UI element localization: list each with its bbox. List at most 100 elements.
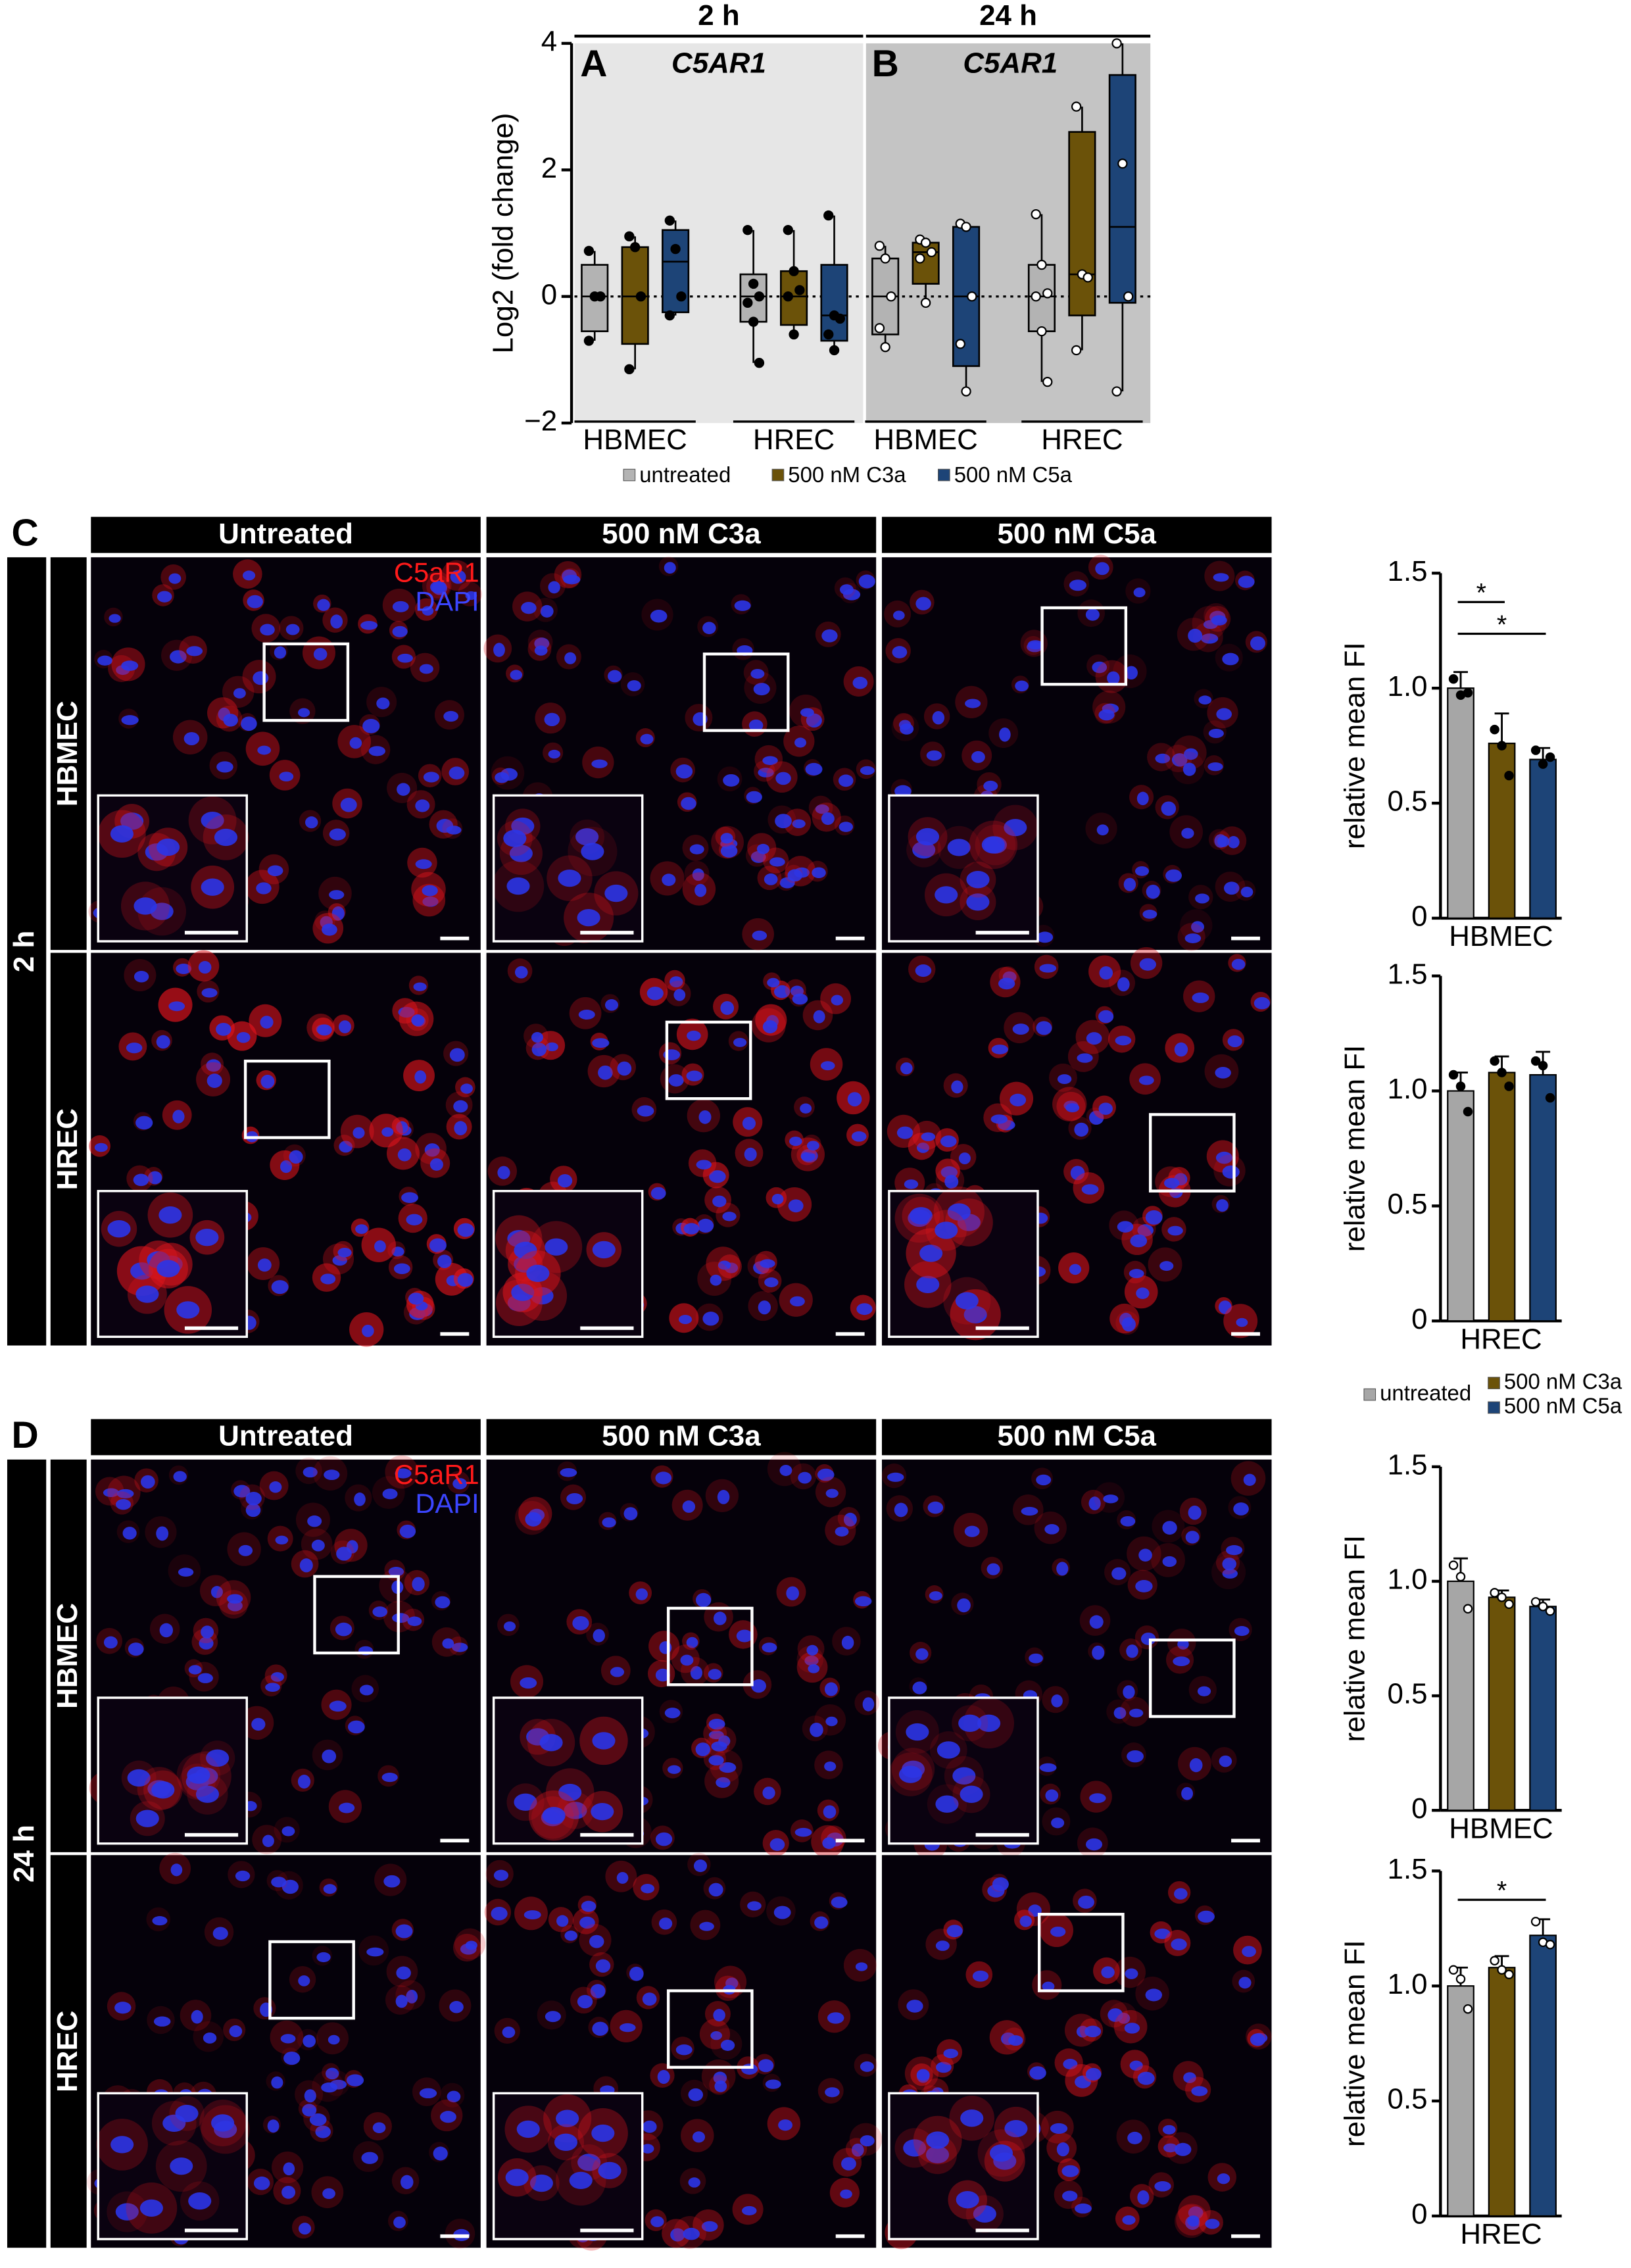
y-tick-label: 0 — [1411, 2198, 1427, 2231]
data-point — [880, 341, 890, 353]
nucleus — [711, 1741, 727, 1752]
y-tick-label: 0.5 — [1388, 1188, 1428, 1220]
data-point — [754, 358, 765, 368]
inset-nucleus — [952, 1767, 976, 1785]
bar — [1488, 1072, 1516, 1322]
nucleus — [1177, 1639, 1189, 1650]
nucleus — [1238, 576, 1255, 588]
nucleus — [122, 1527, 137, 1540]
nucleus — [779, 1465, 792, 1476]
nucleus — [887, 1472, 904, 1482]
inset-nucleus — [903, 2139, 927, 2157]
nucleus — [894, 1502, 908, 1517]
nucleus — [408, 1293, 424, 1305]
data-point — [1042, 376, 1053, 387]
nucleus — [821, 812, 835, 826]
nucleus — [1161, 801, 1177, 816]
data-point — [1504, 1081, 1514, 1091]
nucleus — [452, 1478, 468, 1490]
box — [1068, 131, 1096, 316]
nucleus — [449, 2001, 464, 2013]
nucleus — [733, 1037, 747, 1047]
nucleus — [1174, 2142, 1192, 2156]
nucleus — [1188, 628, 1203, 643]
roi-box — [665, 1020, 752, 1100]
nucleus — [1061, 2190, 1078, 2202]
y-axis-label: relative mean FI — [1339, 1940, 1371, 2147]
nucleus — [1184, 933, 1202, 943]
group-label: HBMEC — [873, 424, 977, 456]
nucleus — [1187, 2215, 1200, 2227]
nucleus — [769, 1838, 785, 1851]
data-point — [823, 210, 834, 221]
data-point — [1071, 101, 1082, 112]
y-tick-label: 1.5 — [1388, 1448, 1428, 1481]
nucleus — [233, 688, 246, 699]
nucleus — [395, 1994, 408, 2008]
inset-nucleus — [575, 828, 599, 846]
nucleus — [269, 1481, 282, 1493]
nucleus — [1217, 835, 1230, 847]
data-point — [874, 241, 885, 251]
nucleus — [916, 2069, 930, 2081]
nucleus — [170, 1863, 183, 1877]
time-strip — [7, 1459, 47, 2248]
nucleus — [794, 1827, 812, 1837]
row-strip — [50, 952, 87, 1346]
nucleus — [971, 751, 985, 763]
nucleus — [523, 1910, 541, 1919]
nucleus — [734, 600, 751, 611]
nucleus — [1181, 827, 1194, 839]
nucleus — [1015, 680, 1029, 692]
nucleus — [97, 655, 113, 666]
inset-frame — [888, 794, 1039, 943]
nucleus — [1163, 2143, 1178, 2153]
nucleus — [710, 1274, 722, 1286]
nucleus — [680, 1654, 694, 1666]
data-point — [794, 285, 805, 295]
nucleus — [1129, 1269, 1144, 1279]
nucleus — [298, 2223, 312, 2235]
row-label: HREC — [51, 1108, 84, 1190]
nucleus — [1154, 2181, 1171, 2192]
nucleus — [771, 1193, 784, 1204]
nucleus — [900, 1062, 913, 1075]
nucleus — [440, 2111, 456, 2123]
nucleus — [245, 1503, 261, 1517]
nucleus — [650, 1187, 666, 1200]
nucleus — [823, 1805, 837, 1819]
nucleus — [1182, 762, 1196, 776]
nucleus — [972, 1970, 989, 1982]
inset-nucleus — [598, 2161, 621, 2180]
nucleus — [1098, 1010, 1114, 1023]
nucleus — [381, 1773, 398, 1783]
nucleus — [267, 2119, 280, 2133]
nucleus — [664, 1708, 681, 1719]
nucleus — [1216, 1199, 1229, 1212]
inset-nucleus — [958, 1714, 982, 1732]
nucleus — [915, 964, 932, 977]
nucleus — [593, 1629, 605, 1642]
nucleus — [1085, 608, 1100, 621]
nucleus — [531, 1043, 547, 1056]
data-point — [583, 245, 595, 257]
nucleus — [720, 833, 733, 844]
nucleus — [841, 2157, 856, 2171]
nucleus — [758, 768, 774, 777]
row-label: HBMEC — [51, 1603, 84, 1709]
y-tick-label: 1.0 — [1388, 1968, 1428, 2000]
nucleus — [383, 1875, 401, 1888]
data-point — [754, 291, 765, 302]
nucleus — [400, 2175, 414, 2190]
nucleus — [1222, 1558, 1236, 1571]
nucleus — [216, 761, 233, 773]
column-header — [91, 1419, 481, 1456]
inset-nucleus — [188, 2192, 212, 2210]
nucleus — [170, 650, 187, 664]
nucleus — [362, 1324, 374, 1337]
nucleus — [1098, 709, 1115, 721]
nucleus — [1078, 1895, 1094, 1909]
nucleus — [616, 1871, 629, 1884]
nucleus — [1075, 2075, 1092, 2088]
nucleus — [1133, 587, 1146, 598]
